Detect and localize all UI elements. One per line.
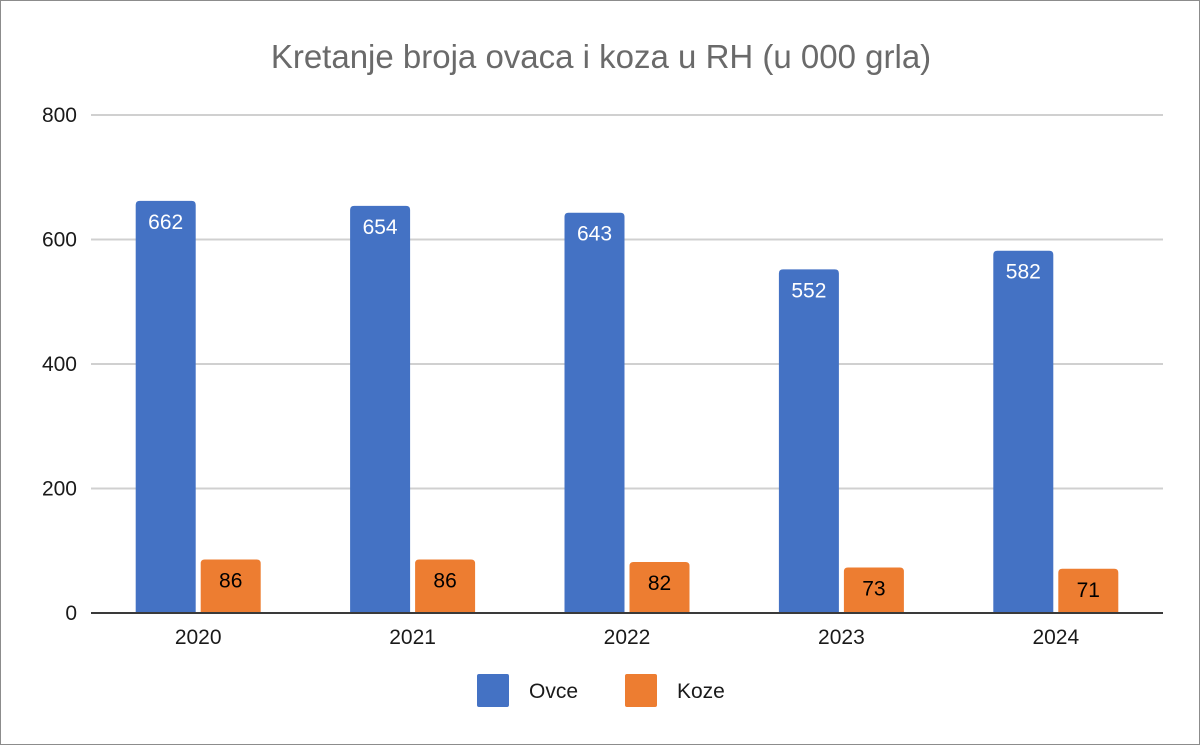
data-label-koze-2023: 73 bbox=[862, 578, 885, 601]
data-labels: 662 86 654 86 643 82 552 73 582 71 bbox=[148, 211, 1100, 602]
bar-koze-2023 bbox=[843, 567, 904, 613]
legend-swatch-ovce bbox=[477, 674, 509, 707]
data-label-koze-2022: 82 bbox=[648, 572, 671, 595]
x-tick-label: 2024 bbox=[1032, 626, 1079, 649]
y-tick-label: 200 bbox=[42, 478, 77, 501]
x-tick-label: 2023 bbox=[818, 626, 865, 649]
y-tick-label: 0 bbox=[65, 602, 77, 625]
x-tick-label: 2021 bbox=[389, 626, 436, 649]
bar-koze-2020 bbox=[200, 559, 261, 613]
bar-ovce-2020 bbox=[135, 200, 196, 613]
bar-ovce-2021 bbox=[350, 205, 411, 613]
data-label-ovce-2022: 643 bbox=[577, 223, 612, 246]
data-label-koze-2024: 71 bbox=[1077, 579, 1100, 602]
bar-koze-2024 bbox=[1058, 568, 1119, 613]
bar-koze-2021 bbox=[415, 559, 476, 613]
y-tick-label: 800 bbox=[42, 104, 77, 127]
data-label-koze-2021: 86 bbox=[433, 569, 456, 592]
bar-ovce-2023 bbox=[778, 269, 839, 613]
bar-ovce-2022 bbox=[564, 212, 625, 614]
bar-koze-2022 bbox=[629, 561, 690, 613]
legend-swatch-koze bbox=[625, 674, 657, 707]
bar-ovce-2024 bbox=[993, 250, 1054, 613]
x-axis-ticks: 2020 2021 2022 2023 2024 bbox=[175, 626, 1080, 649]
x-tick-label: 2022 bbox=[604, 626, 651, 649]
y-tick-label: 400 bbox=[42, 353, 77, 376]
data-label-ovce-2023: 552 bbox=[791, 279, 826, 302]
gridlines bbox=[91, 114, 1163, 490]
y-axis-ticks: 0 200 400 600 800 bbox=[42, 104, 77, 625]
legend-label-ovce: Ovce bbox=[529, 680, 578, 703]
legend-label-koze: Koze bbox=[677, 680, 725, 703]
data-label-ovce-2024: 582 bbox=[1006, 261, 1041, 284]
x-tick-label: 2020 bbox=[175, 626, 222, 649]
chart-title: Kretanje broja ovaca i koza u RH (u 000 … bbox=[271, 38, 931, 75]
data-label-koze-2020: 86 bbox=[219, 569, 242, 592]
legend: Ovce Koze bbox=[477, 674, 725, 707]
bars bbox=[135, 200, 1119, 614]
data-label-ovce-2021: 654 bbox=[363, 216, 398, 239]
y-tick-label: 600 bbox=[42, 229, 77, 252]
data-label-ovce-2020: 662 bbox=[148, 211, 183, 234]
